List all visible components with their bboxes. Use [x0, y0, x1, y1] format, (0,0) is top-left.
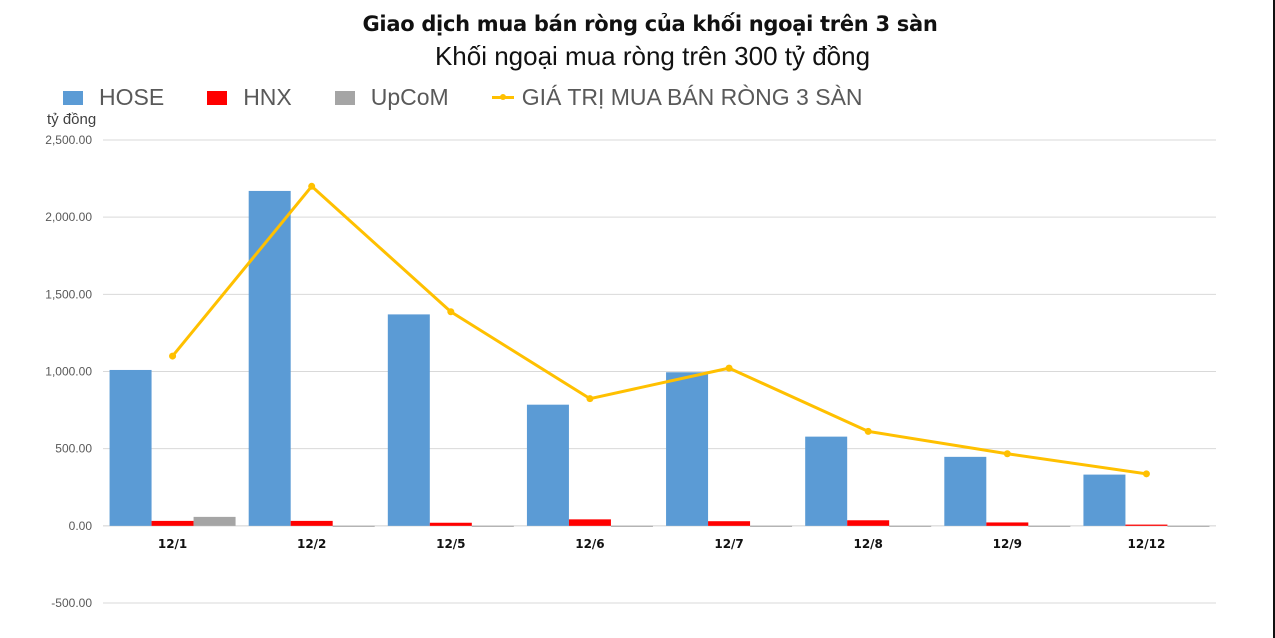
bar-hose	[387, 314, 430, 526]
legend-label-hnx: HNX	[243, 84, 292, 110]
line-marker	[586, 395, 594, 403]
line-marker	[1003, 450, 1011, 458]
legend-item-upcom: UpCoM	[334, 84, 449, 111]
legend-label-upcom: UpCoM	[370, 84, 449, 110]
x-tick-label: 12/7	[714, 537, 743, 551]
y-tick-label: 0.00	[69, 519, 93, 533]
bar-hose	[1083, 474, 1126, 526]
legend-swatch-total	[491, 94, 514, 100]
line-marker	[725, 364, 733, 372]
x-tick-label: 12/6	[575, 537, 604, 551]
x-tick-label: 12/5	[436, 537, 465, 551]
bar-hnx	[1125, 524, 1168, 526]
bar-hose	[526, 404, 569, 526]
legend-swatch-hnx	[207, 90, 228, 105]
bar-hose	[248, 190, 291, 526]
y-tick-label: -500.00	[51, 596, 92, 610]
x-tick-label: 12/8	[853, 537, 882, 551]
bar-hnx	[429, 522, 472, 526]
bar-hnx	[986, 522, 1029, 526]
bar-hnx	[290, 520, 333, 526]
bar-hnx	[568, 519, 611, 526]
legend-item-hose: HOSE	[63, 84, 164, 111]
legend-label-hose: HOSE	[99, 84, 165, 110]
legend-swatch-upcom	[334, 90, 355, 105]
x-tick-label: 12/2	[297, 537, 326, 551]
bar-upcom	[193, 516, 236, 526]
chart-title: Giao dịch mua bán ròng của khối ngoại tr…	[362, 12, 938, 36]
x-axis-ticks: 12/1 12/2 12/5 12/6 12/7 12/8 12/9 12/12	[158, 537, 1165, 551]
y-tick-label: 500.00	[55, 442, 92, 456]
bar-hnx	[847, 520, 890, 526]
legend-label-total: GIÁ TRỊ MUA BÁN RÒNG 3 SÀN	[521, 84, 863, 110]
x-tick-label: 12/12	[1128, 537, 1166, 551]
legend-item-hnx: HNX	[207, 84, 292, 111]
bar-hose	[109, 369, 152, 526]
bar-upcom	[750, 525, 793, 527]
image-border	[1273, 0, 1275, 638]
bar-upcom	[1028, 525, 1071, 527]
bar-hnx	[708, 521, 751, 526]
y-tick-label: 2,500.00	[45, 133, 92, 147]
bar-upcom	[1167, 525, 1210, 527]
chart-legend: HOSE HNX UpCoM GIÁ TRỊ MUA BÁN RÒNG 3 SÀ…	[63, 84, 906, 111]
y-axis-ticks: 2,500.00 2,000.00 1,500.00 1,000.00 500.00 0.…	[45, 133, 92, 610]
bar-upcom	[471, 525, 514, 527]
line-marker	[447, 308, 455, 316]
chart-subtitle: Khối ngoại mua ròng trên 300 tỷ đồng	[434, 41, 871, 71]
bar-upcom	[332, 525, 375, 527]
y-tick-label: 2,000.00	[45, 210, 92, 224]
bar-hose	[666, 372, 709, 526]
line-series	[169, 182, 1150, 478]
x-tick-label: 12/9	[993, 537, 1022, 551]
bar-upcom	[610, 525, 653, 527]
y-tick-label: 1,500.00	[45, 287, 92, 301]
line-marker	[308, 182, 316, 190]
bar-upcom	[889, 525, 932, 527]
y-tick-label: 1,000.00	[45, 365, 92, 379]
bar-series	[109, 190, 1210, 527]
line-marker	[1142, 470, 1150, 478]
bar-hose	[805, 436, 848, 526]
x-tick-label: 12/1	[158, 537, 187, 551]
bar-hose	[944, 456, 987, 526]
line-marker	[864, 427, 872, 435]
y-axis-unit: tỷ đồng	[47, 111, 97, 128]
legend-item-total: GIÁ TRỊ MUA BÁN RÒNG 3 SÀN	[491, 84, 863, 111]
line-marker	[169, 352, 177, 360]
total-line	[171, 184, 1147, 476]
legend-swatch-hose	[63, 90, 83, 105]
bar-hnx	[151, 520, 194, 526]
